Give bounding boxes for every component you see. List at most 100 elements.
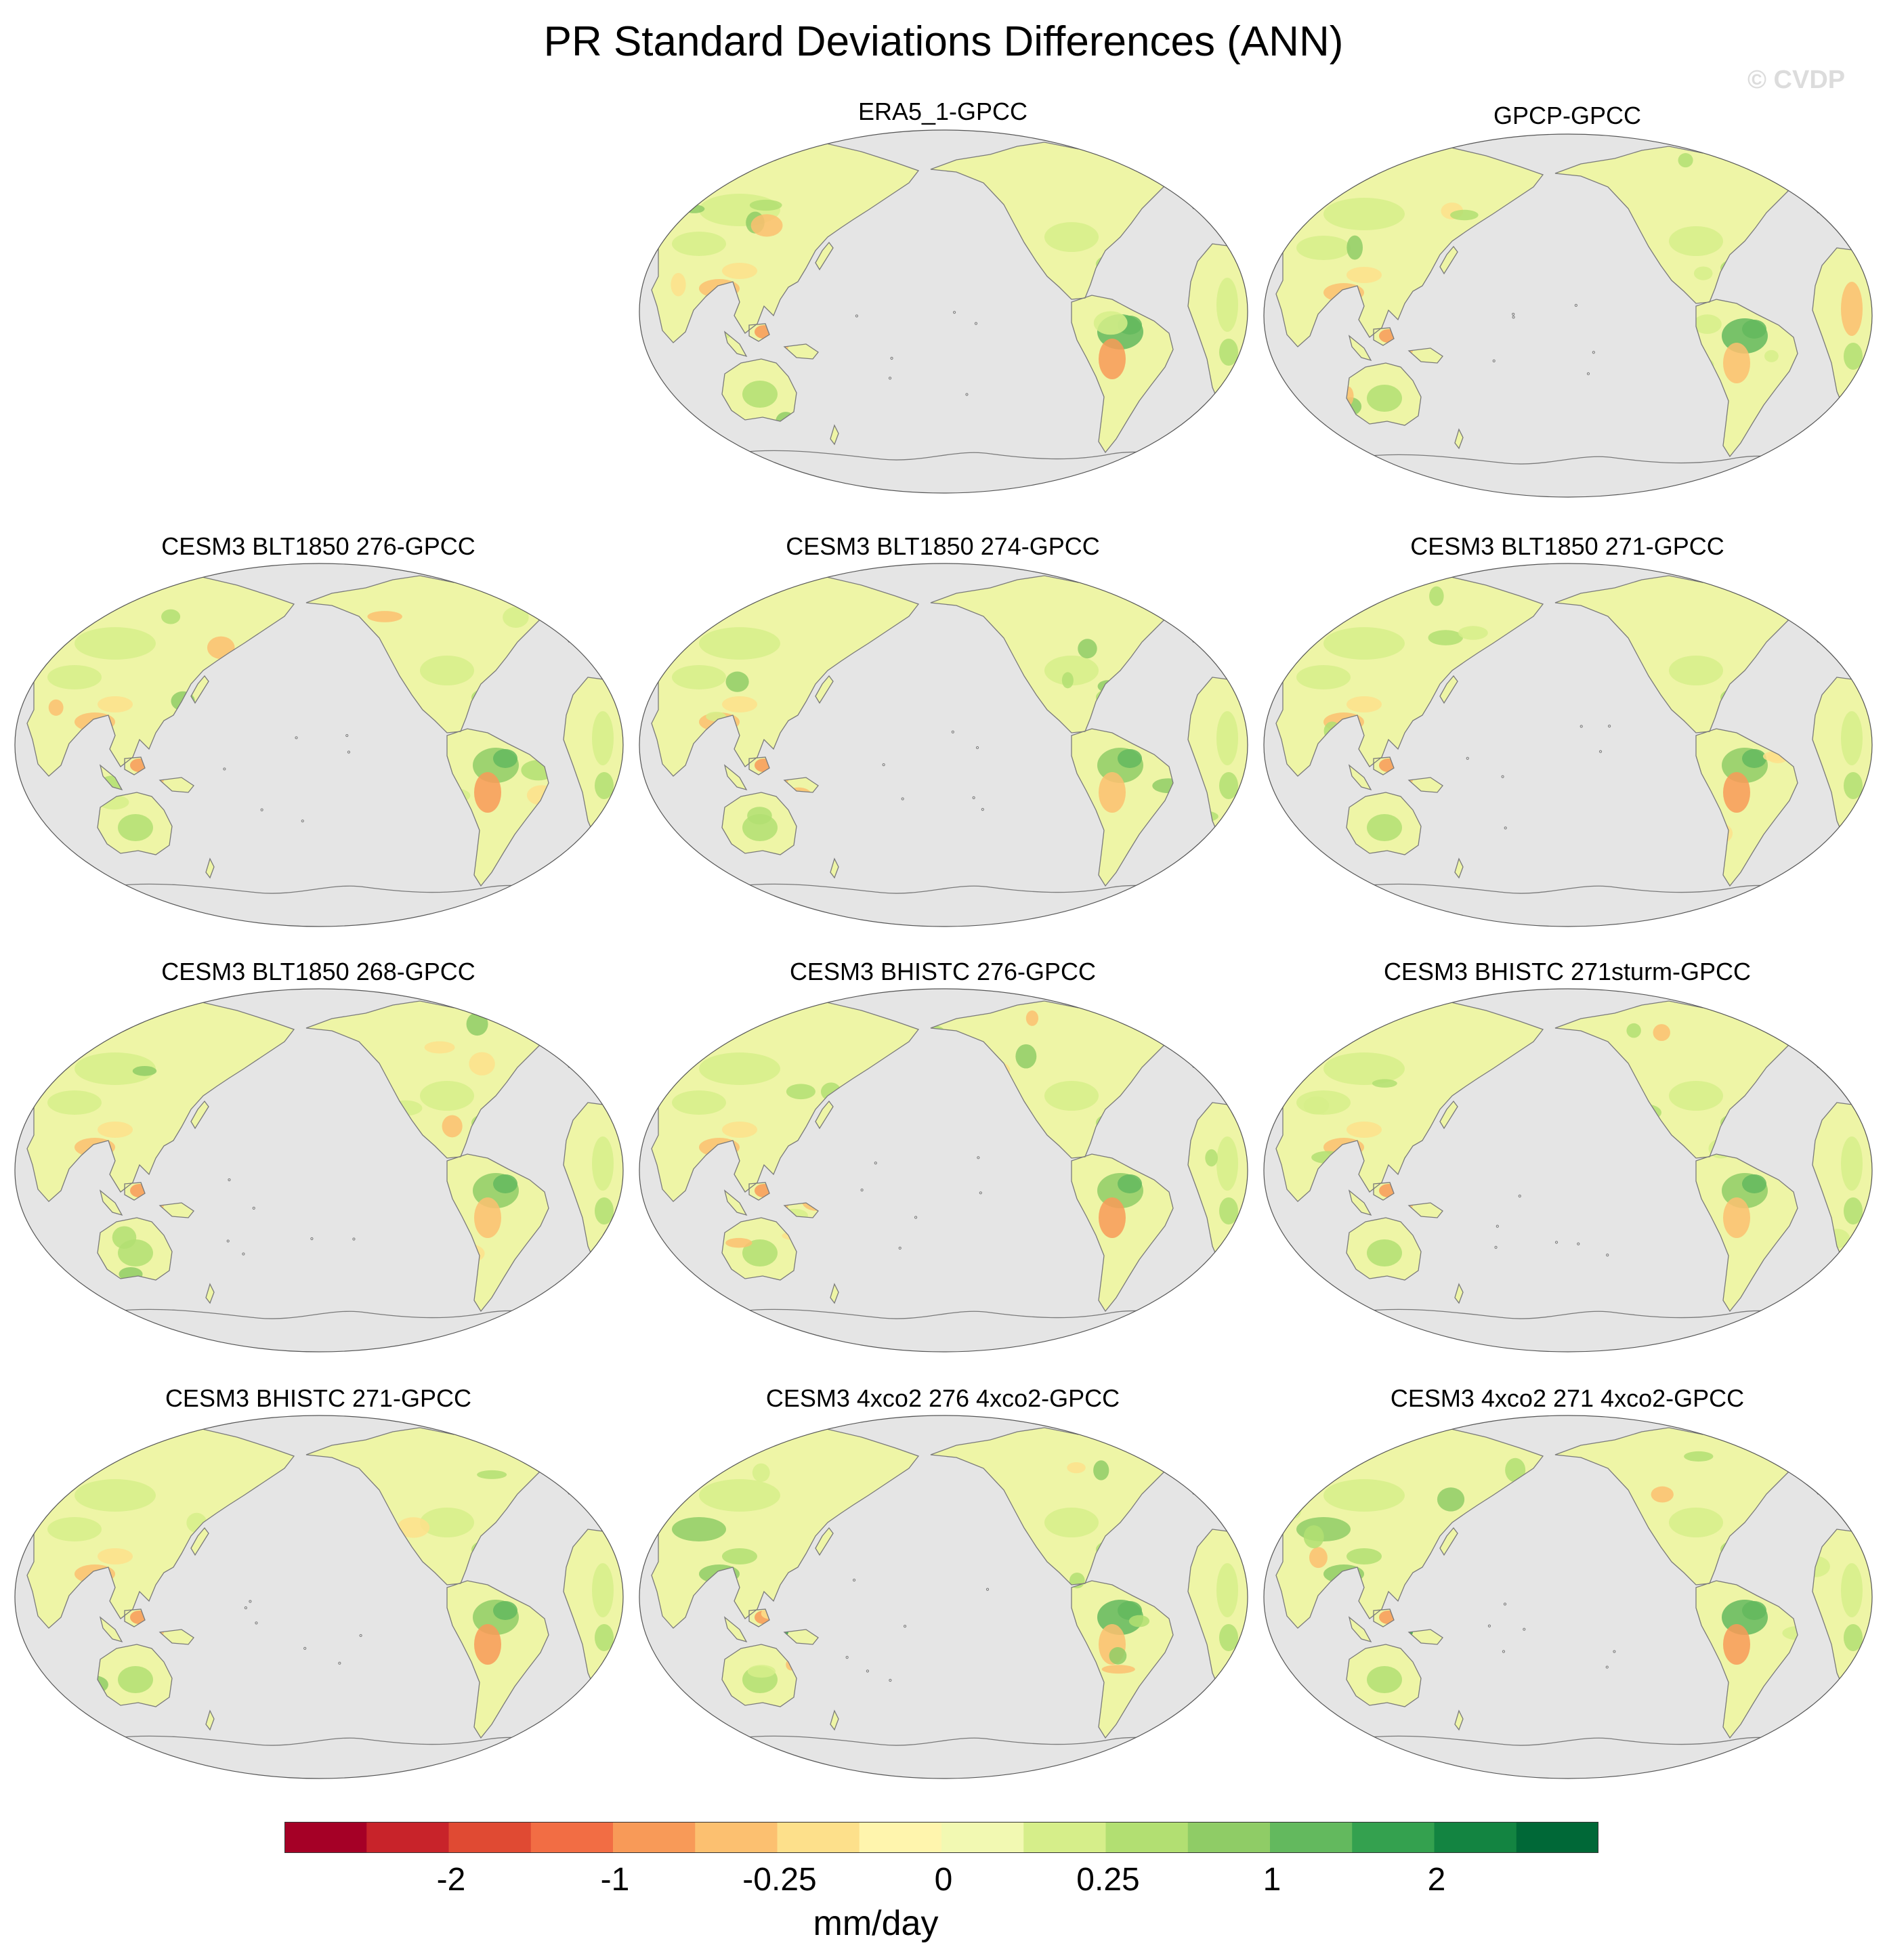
anomaly-patch [1367,1239,1402,1266]
antarctica-coastline [1363,1735,1825,1746]
map-blt1850-268 [14,988,624,1352]
colorbar [284,1822,1598,1853]
coastline [723,331,748,358]
map-border [14,563,624,927]
anomaly-patch [503,607,529,628]
anomaly-patch [1347,1122,1382,1138]
anomaly-patch [1505,1457,1526,1483]
island [965,393,969,396]
landmass-newguinea [1409,1629,1443,1644]
landmass-eurasia [1276,574,1543,776]
anomaly-patch [1303,1096,1330,1115]
coastline [1407,347,1443,364]
anomaly-patch [1099,1197,1126,1238]
landmass-sumatra [725,1617,746,1642]
landmass-uk [1844,1474,1853,1490]
anomaly-patch [1118,1601,1142,1620]
landmass-eurasia [652,574,918,776]
landmass-samerica [447,1154,549,1311]
landmass-eurasia [1276,1000,1543,1201]
anomaly-patch [1323,627,1405,660]
map-bhistc-271 [14,1415,624,1779]
coastline [446,1153,549,1313]
landmass-uk [595,622,604,638]
coastline [190,675,209,704]
landmass-eurasia [27,574,294,776]
anomaly-patch [1626,1023,1641,1038]
anomaly-patch [474,1624,501,1665]
anomaly-patch [1219,339,1238,366]
panel-title-bhistc-271sturm: CESM3 BHISTC 271sturm-GPCC [1383,958,1752,985]
landmass-japan [1440,1528,1458,1555]
landmass-newguinea [160,777,194,792]
colorbar-label: 0 [934,1862,953,1898]
anomaly-patch [1216,278,1238,332]
landmass-japan [1440,676,1458,703]
landmass-sumatra [1349,765,1371,790]
anomaly-patch [1216,1563,1238,1617]
anomaly-patch [118,1666,153,1693]
antarctica-coastline [1363,1308,1825,1319]
island [303,1646,307,1650]
anomaly-patch [1669,656,1723,685]
map-border [639,563,1248,927]
landmass-samerica [1696,299,1798,456]
anomaly-patch [1841,1563,1863,1617]
island [338,1661,341,1665]
island [1518,1194,1521,1198]
landmass-uk [1219,1047,1229,1063]
panel-title-4xco2-276: CESM3 4xco2 276 4xco2-GPCC [765,1384,1120,1412]
landmass-sumatra [725,332,746,356]
anomaly-patch [477,1470,507,1479]
landmass-samerica [1696,729,1798,886]
coastline [1071,295,1174,454]
map-border [1263,563,1873,927]
landmass-japan [191,1528,209,1555]
antarctica-coastline [114,1735,576,1746]
antarctica-coastline [739,1308,1201,1319]
antarctica-coastline [739,883,1201,894]
island [347,750,351,754]
landmass-sumatra [725,765,746,790]
anomaly-patch [742,381,778,408]
island [1494,1245,1498,1249]
island [1613,1650,1616,1653]
landmass-sumatra [1349,1617,1371,1642]
anomaly-patch [469,1052,495,1075]
anomaly-patch [1428,630,1464,645]
anomaly-patch [1684,1451,1714,1462]
coastline [205,1283,215,1304]
coastline [305,1427,549,1585]
antarctica-coastline [114,1308,576,1319]
anomaly-patch [1723,1197,1750,1238]
coastline [815,1527,834,1556]
anomaly-patch [1219,772,1238,799]
coastline [1373,1182,1395,1201]
colorbar-swatch [695,1822,778,1853]
anomaly-patch [1653,1024,1670,1042]
island [903,1625,907,1628]
antarctica-coastline [739,450,1201,461]
coastline [1843,1472,1854,1491]
colorbar-swatch [448,1822,532,1853]
colorbar-swatch [1270,1822,1353,1853]
anomaly-patch [672,232,726,256]
landmass-sumatra [725,1191,746,1215]
coastline [97,792,173,855]
island [890,356,893,360]
anomaly-patch [118,814,153,841]
landmass-japan [815,242,833,270]
anomaly-patch [1296,665,1351,689]
anomaly-patch [1078,639,1097,659]
anomaly-patch [786,1084,815,1100]
landmass-eurasia [652,1000,918,1201]
coastline [1407,1202,1443,1218]
anomaly-patch [1651,1486,1674,1503]
coastline [830,1283,839,1304]
anomaly-patch [1844,772,1863,799]
landmass-namerica [306,1001,549,1158]
coastline [1348,1616,1372,1643]
landmass-samerica [1072,1154,1173,1311]
island [1586,372,1590,375]
island [255,1621,258,1625]
